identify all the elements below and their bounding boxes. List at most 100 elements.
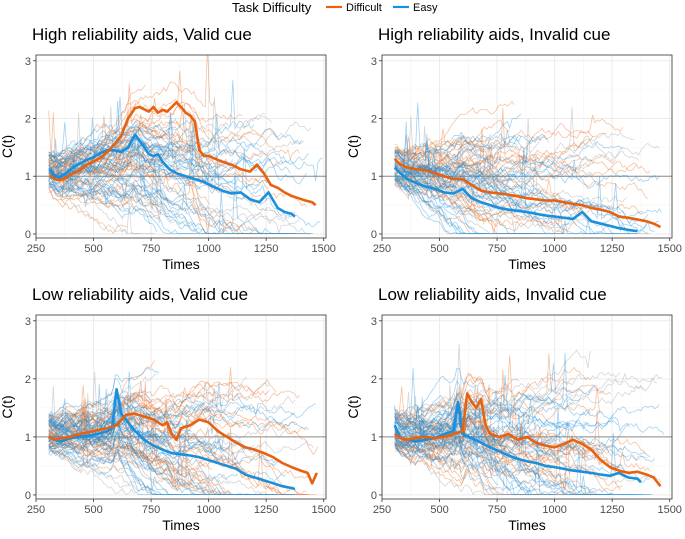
trial-trace xyxy=(394,149,649,200)
trial-trace xyxy=(394,416,651,458)
trial-trace xyxy=(394,106,635,182)
trial-trace xyxy=(48,380,217,422)
trial-trace xyxy=(394,420,623,488)
gridlines xyxy=(35,55,326,238)
trial-trace xyxy=(394,418,612,495)
trial-trace xyxy=(48,430,208,484)
trial-trace xyxy=(394,133,547,164)
trial-trace xyxy=(48,162,167,187)
trial-trace xyxy=(394,431,587,493)
trial-trace xyxy=(394,173,566,234)
trial-trace xyxy=(48,120,199,161)
trial-trace xyxy=(48,397,309,479)
trial-trace xyxy=(48,414,201,478)
trial-trace xyxy=(48,159,263,234)
trial-trace xyxy=(394,353,660,426)
mean-line-easy xyxy=(48,133,296,218)
trial-trace xyxy=(48,163,307,234)
trial-trace xyxy=(394,142,515,184)
trial-trace xyxy=(48,107,222,169)
trial-trace xyxy=(394,406,506,442)
trial-trace xyxy=(48,136,263,172)
trial-trace xyxy=(394,114,522,174)
x-tick-label: 250 xyxy=(373,504,391,516)
trial-trace xyxy=(394,150,655,234)
trial-trace xyxy=(48,430,169,495)
trial-trace xyxy=(394,447,605,495)
trial-trace xyxy=(48,420,238,480)
trial-trace xyxy=(48,169,151,224)
trial-trace xyxy=(394,401,591,438)
trial-trace xyxy=(48,156,291,234)
panel-title: High reliability aids, Valid cue xyxy=(32,25,252,44)
trial-trace xyxy=(394,432,542,495)
trial-trace xyxy=(394,445,531,496)
x-tick-label: 250 xyxy=(27,243,45,255)
trial-trace xyxy=(394,384,488,443)
y-tick-label: 1 xyxy=(371,432,377,444)
trial-trace xyxy=(48,384,270,495)
trial-trace xyxy=(48,409,174,477)
trial-trace xyxy=(48,410,224,495)
trial-trace xyxy=(48,420,185,460)
trial-trace xyxy=(48,151,169,175)
trial-trace xyxy=(394,166,466,234)
trial-trace xyxy=(394,157,584,204)
trial-trace xyxy=(48,430,295,495)
trial-trace xyxy=(394,414,648,462)
mean-line-difficult xyxy=(48,412,318,485)
trial-trace xyxy=(48,152,307,185)
trial-trace xyxy=(48,177,231,234)
trial-trace xyxy=(394,160,501,205)
x-tick-label: 1000 xyxy=(196,243,220,255)
trial-trace xyxy=(48,442,213,495)
trial-trace xyxy=(48,396,222,435)
mean-line-difficult xyxy=(48,101,317,207)
trial-trace xyxy=(48,84,146,181)
trial-trace xyxy=(48,392,245,428)
x-tick-label: 750 xyxy=(488,504,506,516)
trial-trace xyxy=(394,433,554,478)
trial-trace xyxy=(48,398,153,438)
trial-trace xyxy=(394,397,497,442)
trial-trace xyxy=(48,402,171,444)
trial-trace xyxy=(394,414,547,455)
trial-trace xyxy=(48,158,132,200)
trial-trace xyxy=(48,139,158,177)
trial-trace xyxy=(394,102,543,162)
x-tick-label: 500 xyxy=(84,504,102,516)
gridlines xyxy=(381,315,672,499)
trial-trace xyxy=(394,150,625,229)
trial-trace xyxy=(394,437,602,495)
trial-trace xyxy=(394,178,478,222)
y-axis-title: C(t) xyxy=(345,395,361,418)
trial-trace xyxy=(48,407,213,476)
x-axis-title: Times xyxy=(508,517,546,533)
trial-trace xyxy=(394,355,589,420)
trial-trace xyxy=(48,162,254,234)
trial-trace xyxy=(48,182,169,208)
trial-trace xyxy=(48,180,188,228)
trial-trace xyxy=(394,436,497,490)
trial-trace xyxy=(48,136,305,179)
trial-trace xyxy=(48,187,127,235)
x-axis-title: Times xyxy=(162,256,200,272)
trial-trace xyxy=(394,115,490,177)
mean-line-easy xyxy=(48,387,296,491)
trial-trace xyxy=(394,143,485,165)
y-tick-label: 3 xyxy=(371,56,377,68)
trial-trace xyxy=(394,392,543,443)
trial-trace xyxy=(48,154,314,234)
trial-trace xyxy=(48,55,215,165)
trial-trace xyxy=(394,183,533,234)
trial-trace xyxy=(48,96,192,165)
y-tick-label: 2 xyxy=(25,114,31,126)
trial-trace xyxy=(394,372,658,425)
y-tick-label: 3 xyxy=(25,316,31,328)
trial-trace xyxy=(48,437,153,490)
trial-trace xyxy=(48,98,243,169)
y-tick-label: 0 xyxy=(371,229,377,241)
trial-trace xyxy=(394,156,492,175)
trial-trace xyxy=(394,155,570,222)
